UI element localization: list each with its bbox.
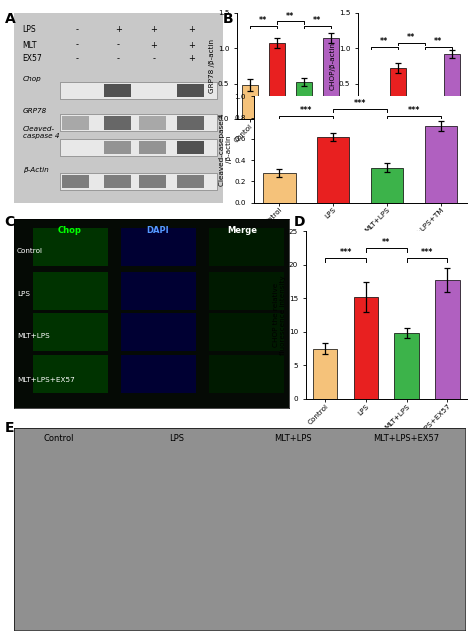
Text: Chop: Chop (23, 76, 41, 82)
Text: B: B (223, 12, 233, 26)
Text: -: - (75, 41, 78, 50)
Bar (444, 54, 460, 119)
Text: **: ** (313, 16, 321, 25)
FancyBboxPatch shape (104, 84, 131, 97)
Bar (210, 355, 283, 393)
Bar (269, 42, 285, 119)
Bar (425, 126, 457, 203)
Y-axis label: CHOP/β-actin: CHOP/β-actin (330, 42, 336, 90)
Text: E: E (5, 421, 14, 435)
Text: MLT+LPS: MLT+LPS (274, 433, 312, 442)
FancyBboxPatch shape (60, 114, 217, 131)
Text: -: - (117, 54, 120, 63)
Bar (296, 82, 312, 119)
Text: -: - (153, 54, 155, 63)
FancyBboxPatch shape (139, 141, 166, 154)
Text: -: - (75, 54, 78, 63)
Text: ***: *** (421, 248, 433, 257)
Bar (363, 106, 379, 119)
Text: Control: Control (44, 433, 74, 442)
Text: -: - (117, 41, 120, 50)
Text: D: D (294, 215, 305, 230)
Bar (210, 314, 283, 352)
Text: Merge: Merge (228, 226, 257, 235)
FancyBboxPatch shape (139, 175, 166, 188)
Bar (417, 108, 433, 119)
Text: DAPI: DAPI (146, 226, 168, 235)
FancyBboxPatch shape (177, 175, 204, 188)
Text: **: ** (382, 238, 391, 247)
Bar (34, 228, 108, 266)
Text: Cleaved-
caspase 4: Cleaved- caspase 4 (23, 126, 59, 139)
Text: ***: *** (300, 105, 312, 114)
Text: ***: *** (354, 100, 366, 109)
Bar (242, 85, 258, 119)
Text: C: C (5, 215, 15, 230)
Text: +: + (151, 41, 157, 50)
Bar (121, 314, 196, 352)
Text: **: ** (434, 37, 442, 46)
Bar (34, 272, 108, 310)
Y-axis label: CHOP the relative
fluorescence intensity: CHOP the relative fluorescence intensity (273, 275, 286, 355)
Y-axis label: Cleaved-casepase 4
/β-actin: Cleaved-casepase 4 /β-actin (219, 113, 232, 186)
Bar (210, 228, 283, 266)
Bar (263, 173, 296, 203)
Text: MLT+LPS: MLT+LPS (17, 333, 50, 340)
Text: A: A (5, 12, 16, 26)
Text: ***: *** (408, 105, 420, 114)
FancyBboxPatch shape (139, 116, 166, 129)
Text: LPS: LPS (17, 291, 30, 298)
Bar (317, 137, 349, 203)
FancyBboxPatch shape (62, 116, 89, 129)
Text: LPS: LPS (23, 26, 36, 35)
Bar (390, 68, 406, 119)
Text: LPS: LPS (169, 433, 184, 442)
FancyBboxPatch shape (60, 139, 217, 156)
Bar (34, 355, 108, 393)
FancyBboxPatch shape (104, 141, 131, 154)
Bar (121, 228, 196, 266)
Text: -: - (75, 26, 78, 35)
Text: MLT+LPS+EX57: MLT+LPS+EX57 (373, 433, 439, 442)
Text: ***: *** (339, 248, 352, 257)
Text: **: ** (407, 33, 415, 42)
FancyBboxPatch shape (177, 141, 204, 154)
FancyBboxPatch shape (104, 175, 131, 188)
Text: **: ** (286, 12, 294, 21)
Text: EX57: EX57 (23, 54, 42, 63)
Bar (121, 272, 196, 310)
Text: MLT+LPS+EX57: MLT+LPS+EX57 (17, 377, 75, 383)
Bar (394, 333, 419, 399)
Text: +: + (151, 26, 157, 35)
Text: **: ** (380, 37, 388, 46)
Text: +: + (188, 54, 195, 63)
Bar (323, 37, 339, 119)
Text: β-Actin: β-Actin (23, 167, 48, 173)
Text: **: ** (259, 16, 267, 25)
Y-axis label: GRP78 /β-actin: GRP78 /β-actin (209, 39, 215, 93)
Bar (313, 349, 337, 399)
FancyBboxPatch shape (177, 116, 204, 129)
FancyBboxPatch shape (177, 84, 204, 97)
Text: GRP78: GRP78 (23, 108, 47, 114)
Bar (371, 168, 403, 203)
Bar (354, 297, 378, 399)
Bar (210, 272, 283, 310)
Text: +: + (188, 41, 195, 50)
Bar (34, 314, 108, 352)
FancyBboxPatch shape (104, 116, 131, 129)
Text: +: + (115, 26, 122, 35)
FancyBboxPatch shape (60, 82, 217, 99)
FancyBboxPatch shape (62, 175, 89, 188)
FancyBboxPatch shape (60, 173, 217, 190)
Text: Control: Control (17, 248, 43, 254)
Bar (121, 355, 196, 393)
Text: Chop: Chop (57, 226, 81, 235)
Text: +: + (188, 26, 195, 35)
Bar (435, 280, 460, 399)
Text: MLT: MLT (23, 41, 37, 50)
